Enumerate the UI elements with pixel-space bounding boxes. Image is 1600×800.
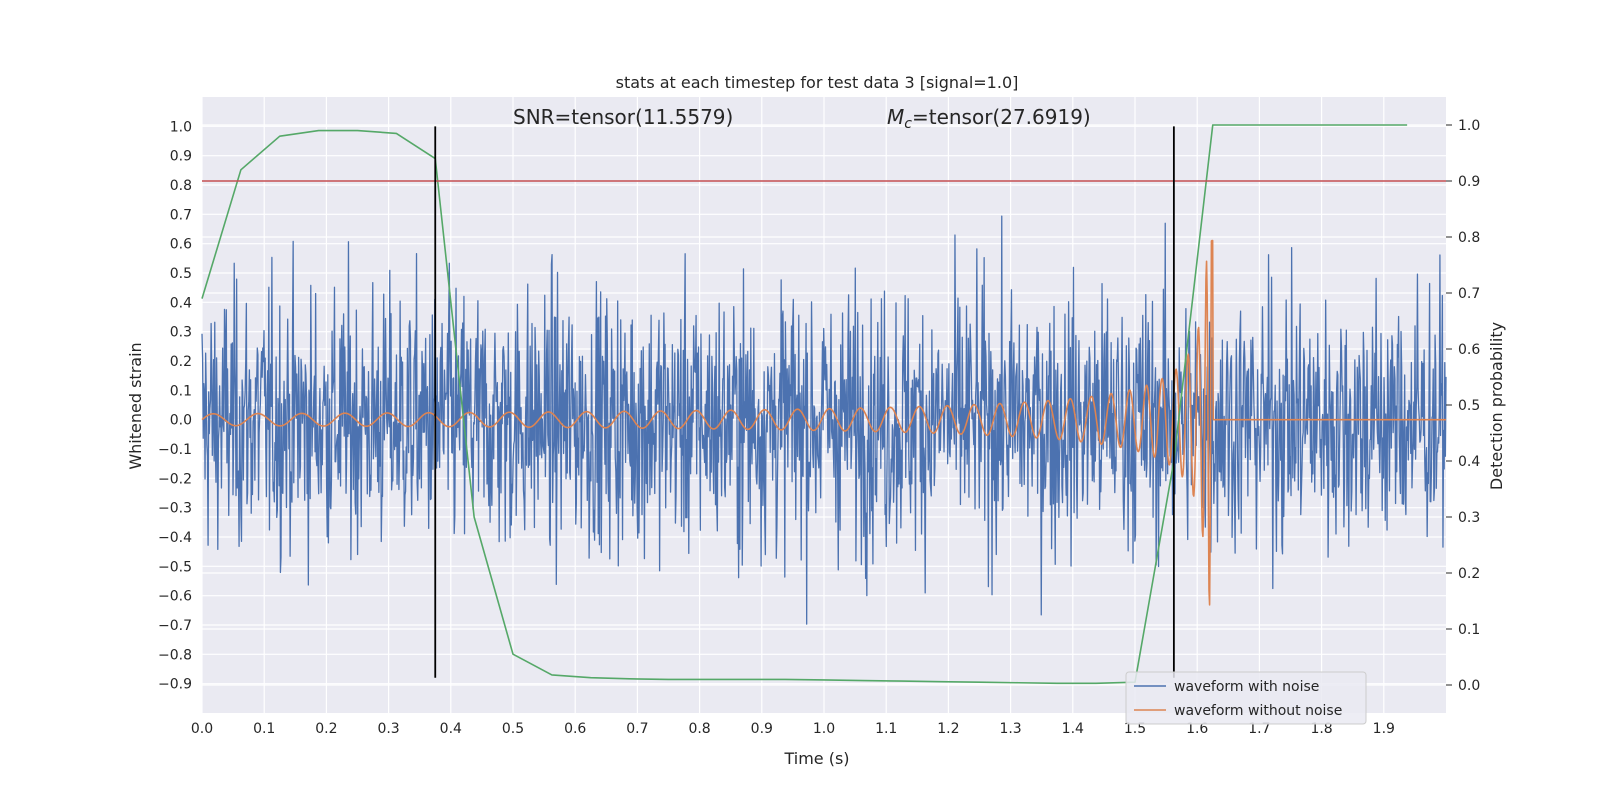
y-right-tick-label: 0.3 bbox=[1458, 510, 1480, 526]
x-tick-label: 0.5 bbox=[502, 721, 524, 737]
y-left-tick-label: 0.2 bbox=[170, 354, 192, 370]
x-tick-label: 0.3 bbox=[377, 721, 399, 737]
mc-value: =tensor(27.6919) bbox=[912, 105, 1091, 129]
x-axis-label: Time (s) bbox=[783, 749, 849, 768]
y-left-tick-label: 0.0 bbox=[170, 413, 192, 429]
y-right-tick-label: 0.2 bbox=[1458, 566, 1480, 582]
x-tick-label: 1.6 bbox=[1186, 721, 1208, 737]
x-tick-label: 1.1 bbox=[875, 721, 897, 737]
mc-annotation: Mc=tensor(27.6919) bbox=[887, 105, 1091, 132]
y-right-tick-label: 0.8 bbox=[1458, 230, 1480, 246]
x-tick-label: 1.8 bbox=[1310, 721, 1332, 737]
y-left-tick-label: −0.2 bbox=[158, 471, 192, 487]
y-left-tick-label: −0.5 bbox=[158, 559, 192, 575]
plot-area bbox=[201, 124, 1447, 685]
x-tick-label: 0.6 bbox=[564, 721, 586, 737]
y-left-tick-label: 1.0 bbox=[170, 119, 192, 135]
x-tick-label: 0.0 bbox=[191, 721, 213, 737]
x-tick-label: 1.4 bbox=[1062, 721, 1084, 737]
y-left-tick-label: 0.6 bbox=[170, 237, 192, 253]
y-left-tick-label: 0.4 bbox=[170, 295, 192, 311]
x-tick-label: 0.8 bbox=[688, 721, 710, 737]
x-tick-label: 1.5 bbox=[1124, 721, 1146, 737]
y-left-tick-label: −0.3 bbox=[158, 501, 192, 517]
x-tick-label: 0.4 bbox=[440, 721, 462, 737]
x-tick-label: 0.9 bbox=[751, 721, 773, 737]
y-axis-right: 1.0 0.9 0.8 0.7 0.6 0.5 0.4 0.3 0.2 0.1 0.0 bbox=[1446, 118, 1480, 694]
grid bbox=[201, 97, 1446, 713]
y-right-tick-label: 0.4 bbox=[1458, 454, 1480, 470]
y-left-tick-label: −0.1 bbox=[158, 442, 192, 458]
legend-label-clean: waveform without noise bbox=[1174, 703, 1342, 719]
y-left-tick-label: −0.7 bbox=[158, 618, 192, 634]
x-tick-label: 1.2 bbox=[937, 721, 959, 737]
y-right-tick-label: 1.0 bbox=[1458, 118, 1480, 134]
snr-annotation: SNR=tensor(11.5579) bbox=[513, 105, 733, 129]
x-tick-label: 1.3 bbox=[999, 721, 1021, 737]
y-left-tick-label: 0.5 bbox=[170, 266, 192, 282]
y-left-tick-label: −0.6 bbox=[158, 589, 192, 605]
x-axis: 0.0 0.1 0.2 0.3 0.4 0.5 0.6 0.7 0.8 0.9 1.0 1.1 1.2 1… bbox=[191, 721, 1395, 737]
y-right-tick-label: 0.0 bbox=[1458, 678, 1480, 694]
y-left-tick-label: 0.8 bbox=[170, 178, 192, 194]
x-tick-label: 0.1 bbox=[253, 721, 275, 737]
x-tick-label: 0.7 bbox=[626, 721, 648, 737]
legend: waveform with noise waveform without noi… bbox=[1125, 671, 1367, 725]
y-right-tick-label: 0.6 bbox=[1458, 342, 1480, 358]
y-right-tick-label: 0.9 bbox=[1458, 174, 1480, 190]
legend-box bbox=[1125, 671, 1367, 725]
series-waveform-with-noise bbox=[201, 215, 1447, 625]
y-left-tick-label: −0.8 bbox=[158, 647, 192, 663]
y-left-tick-label: 0.1 bbox=[170, 383, 192, 399]
y-axis-left: 1.0 0.9 0.8 0.7 0.6 0.5 0.4 0.3 0.2 0.1 0.0 −0.1 −0.… bbox=[158, 119, 192, 692]
x-tick-label: 1.7 bbox=[1248, 721, 1270, 737]
x-tick-label: 1.9 bbox=[1373, 721, 1395, 737]
legend-label-noise: waveform with noise bbox=[1174, 679, 1319, 695]
y-left-tick-label: 0.3 bbox=[170, 325, 192, 341]
mc-symbol: M bbox=[887, 105, 904, 129]
y-left-tick-label: −0.9 bbox=[158, 677, 192, 693]
x-tick-label: 0.2 bbox=[315, 721, 337, 737]
x-tick-label: 1.0 bbox=[813, 721, 835, 737]
y-left-tick-label: −0.4 bbox=[158, 530, 192, 546]
series-waveform-without-noise bbox=[201, 239, 1447, 606]
y-right-tick-label: 0.1 bbox=[1458, 622, 1480, 638]
y-axis-left-label: Whitened strain bbox=[126, 342, 145, 469]
y-axis-right-label: Detection probability bbox=[1487, 322, 1506, 490]
y-right-tick-label: 0.5 bbox=[1458, 398, 1480, 414]
chart-title: stats at each timestep for test data 3 [… bbox=[616, 73, 1019, 92]
mc-subscript: c bbox=[904, 116, 912, 132]
y-left-tick-label: 0.7 bbox=[170, 207, 192, 223]
y-right-tick-label: 0.7 bbox=[1458, 286, 1480, 302]
y-left-tick-label: 0.9 bbox=[170, 149, 192, 165]
